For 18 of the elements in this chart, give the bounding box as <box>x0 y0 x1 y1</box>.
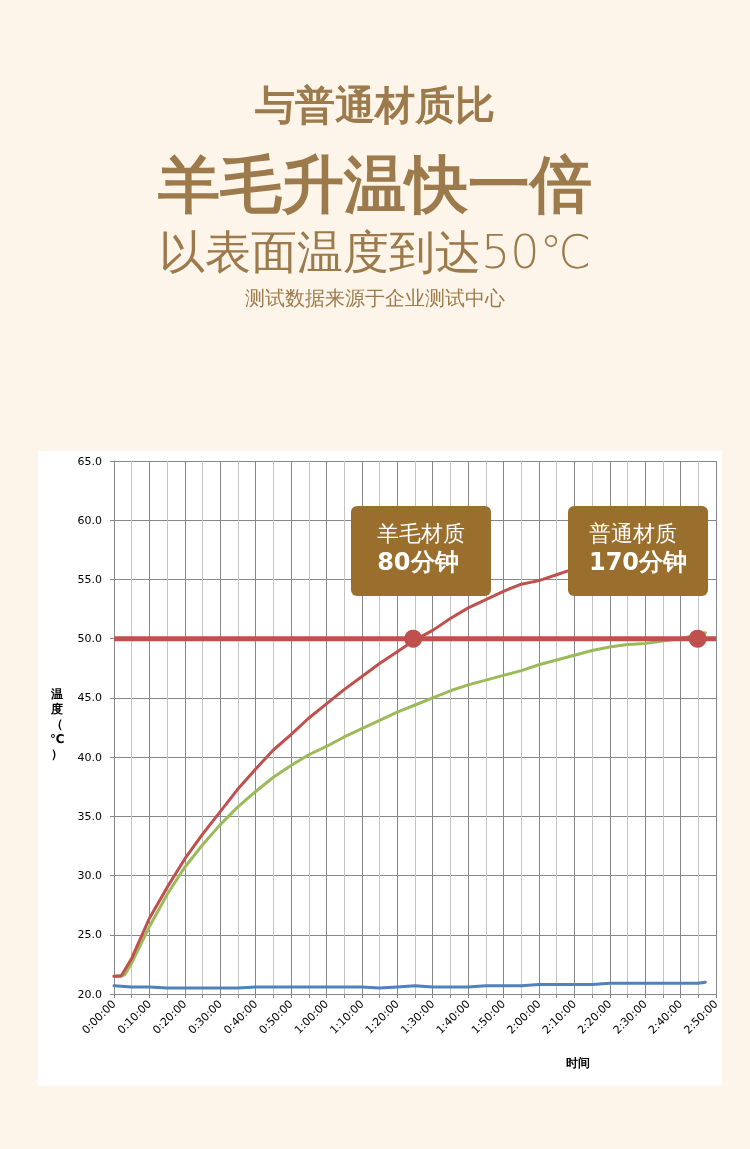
y-tick-label: 20.0 <box>77 987 102 1001</box>
text: 以表面温度到达50℃ <box>157 225 593 279</box>
y-tick-label: 25.0 <box>77 928 102 942</box>
y-tick-label: 55.0 <box>77 572 102 586</box>
y-tick-label: 50.0 <box>77 632 102 646</box>
y-tick-label: 40.0 <box>77 750 102 764</box>
text: 测试数据来源于企业测试中心 <box>244 286 506 310</box>
y-tick-label: 65.0 <box>77 454 102 468</box>
chart-title: 与普通材质比 <box>254 82 496 128</box>
annotation: 普通材质 170分钟 <box>588 519 688 576</box>
x-axis-title: 时间 <box>566 1056 590 1070</box>
chart-subtitle: 羊毛升温快一倍 <box>157 148 593 221</box>
y-axis-title: 温度（℃） <box>50 687 65 762</box>
annotation: 羊毛材质 80分钟 <box>377 519 466 576</box>
y-tick-label: 30.0 <box>77 869 102 883</box>
y-tick-label: 35.0 <box>77 809 102 823</box>
y-tick-label: 45.0 <box>77 691 102 705</box>
y-tick-label: 60.0 <box>77 513 102 527</box>
